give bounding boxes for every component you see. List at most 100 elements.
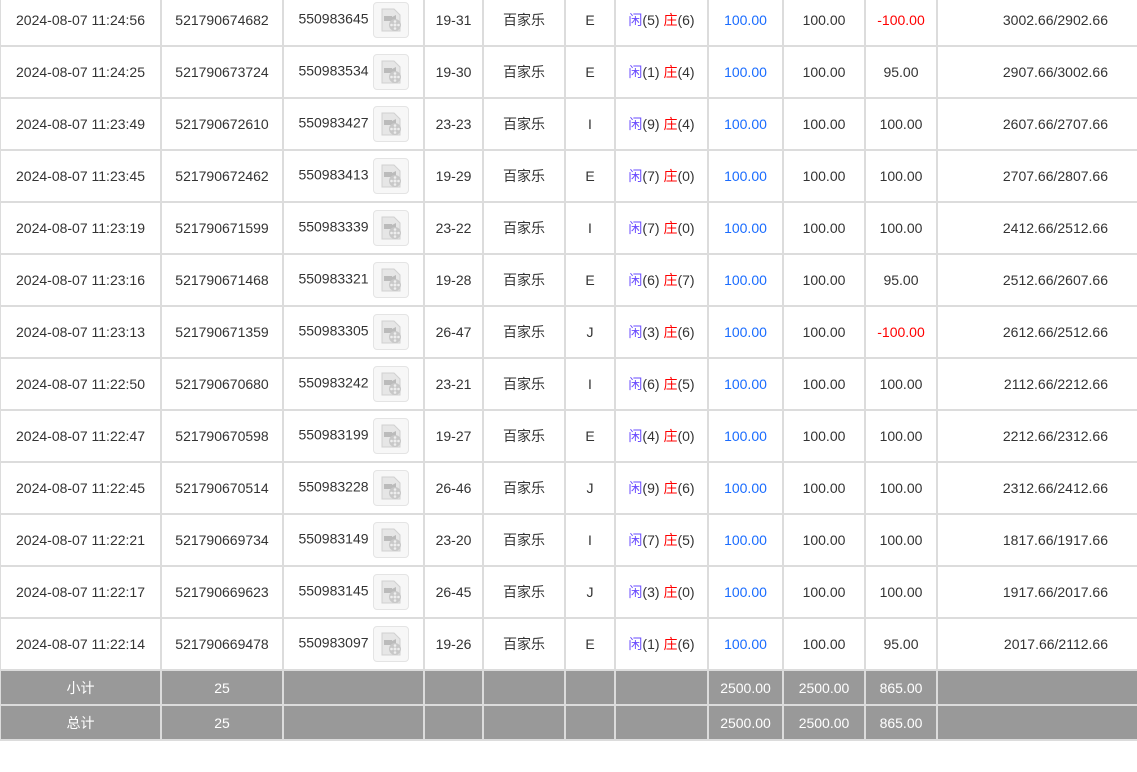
game-name: 百家乐 bbox=[482, 305, 566, 359]
valid-amount: 100.00 bbox=[782, 253, 866, 307]
player-label: 闲 bbox=[628, 64, 643, 80]
order-id: 521790671599 bbox=[160, 201, 284, 255]
bet-code: E bbox=[564, 149, 616, 203]
game-name: 百家乐 bbox=[482, 45, 566, 99]
video-file-icon[interactable] bbox=[372, 210, 409, 246]
video-file-icon[interactable] bbox=[372, 106, 409, 142]
player-label: 闲 bbox=[628, 584, 643, 600]
valid-amount: 100.00 bbox=[782, 513, 866, 567]
video-file-icon[interactable] bbox=[372, 574, 409, 610]
player-label: 闲 bbox=[628, 428, 643, 444]
subtotal-row: 小计 25 2500.00 2500.00 865.00 bbox=[0, 669, 1137, 706]
video-file-icon[interactable] bbox=[372, 470, 409, 506]
order-id: 521790671359 bbox=[160, 305, 284, 359]
round-id: 550983305 bbox=[298, 322, 369, 339]
result-cell: 闲(6) 庄(7) bbox=[614, 253, 709, 307]
balance: 2112.66/2212.66 bbox=[936, 357, 1137, 411]
result-cell: 闲(3) 庄(0) bbox=[614, 565, 709, 619]
video-file-icon[interactable] bbox=[372, 366, 409, 402]
order-id: 521790669623 bbox=[160, 565, 284, 619]
subtotal-valid: 2500.00 bbox=[782, 669, 866, 706]
round-cell: 550983413 bbox=[282, 149, 425, 203]
bet-time: 2024-08-07 11:23:19 bbox=[0, 201, 162, 255]
video-file-icon[interactable] bbox=[372, 54, 409, 90]
banker-label: 庄 bbox=[663, 480, 678, 496]
banker-points: (4) bbox=[677, 116, 695, 132]
valid-amount: 100.00 bbox=[782, 97, 866, 151]
subtotal-win: 865.00 bbox=[864, 669, 938, 706]
win-amount: 100.00 bbox=[864, 565, 938, 619]
bet-amount: 100.00 bbox=[707, 357, 784, 411]
banker-label: 庄 bbox=[663, 324, 678, 340]
balance: 2312.66/2412.66 bbox=[936, 461, 1137, 515]
bet-time: 2024-08-07 11:22:17 bbox=[0, 565, 162, 619]
bet-code: I bbox=[564, 513, 616, 567]
game-name: 百家乐 bbox=[482, 357, 566, 411]
video-file-icon[interactable] bbox=[372, 2, 409, 38]
table-row: 2024-08-07 11:22:14 521790669478 5509830… bbox=[0, 617, 1137, 671]
player-label: 闲 bbox=[628, 168, 643, 184]
banker-points: (7) bbox=[677, 272, 695, 288]
total-amount: 2500.00 bbox=[707, 704, 784, 741]
result-cell: 闲(4) 庄(0) bbox=[614, 409, 709, 463]
table-row: 2024-08-07 11:22:21 521790669734 5509831… bbox=[0, 513, 1137, 567]
video-file-icon[interactable] bbox=[372, 158, 409, 194]
video-file-icon[interactable] bbox=[372, 418, 409, 454]
table-row: 2024-08-07 11:23:16 521790671468 5509833… bbox=[0, 253, 1137, 307]
video-file-icon[interactable] bbox=[372, 626, 409, 662]
banker-label: 庄 bbox=[663, 272, 678, 288]
round-id: 550983145 bbox=[298, 582, 369, 599]
banker-points: (0) bbox=[677, 428, 695, 444]
round-id: 550983149 bbox=[298, 530, 369, 547]
order-id: 521790672462 bbox=[160, 149, 284, 203]
win-amount: 100.00 bbox=[864, 357, 938, 411]
table-row: 2024-08-07 11:22:47 521790670598 5509831… bbox=[0, 409, 1137, 463]
round-id: 550983097 bbox=[298, 634, 369, 651]
bet-amount: 100.00 bbox=[707, 513, 784, 567]
result-cell: 闲(9) 庄(6) bbox=[614, 461, 709, 515]
video-file-icon[interactable] bbox=[372, 314, 409, 350]
table-row: 2024-08-07 11:22:17 521790669623 5509831… bbox=[0, 565, 1137, 619]
table-id: 19-26 bbox=[423, 617, 484, 671]
bet-amount: 100.00 bbox=[707, 97, 784, 151]
round-cell: 550983339 bbox=[282, 201, 425, 255]
bet-amount: 100.00 bbox=[707, 201, 784, 255]
table-id: 19-27 bbox=[423, 409, 484, 463]
player-points: (6) bbox=[642, 272, 660, 288]
video-file-icon[interactable] bbox=[372, 262, 409, 298]
order-id: 521790670598 bbox=[160, 409, 284, 463]
win-amount: 100.00 bbox=[864, 461, 938, 515]
win-amount: 100.00 bbox=[864, 513, 938, 567]
balance: 2512.66/2607.66 bbox=[936, 253, 1137, 307]
bet-amount: 100.00 bbox=[707, 305, 784, 359]
round-cell: 550983097 bbox=[282, 617, 425, 671]
bet-time: 2024-08-07 11:22:45 bbox=[0, 461, 162, 515]
order-id: 521790669734 bbox=[160, 513, 284, 567]
bet-amount: 100.00 bbox=[707, 253, 784, 307]
bet-amount: 100.00 bbox=[707, 565, 784, 619]
player-points: (1) bbox=[642, 636, 660, 652]
bet-code: E bbox=[564, 0, 616, 47]
game-name: 百家乐 bbox=[482, 461, 566, 515]
table-id: 26-46 bbox=[423, 461, 484, 515]
round-id: 550983427 bbox=[298, 114, 369, 131]
player-label: 闲 bbox=[628, 220, 643, 236]
player-label: 闲 bbox=[628, 376, 643, 392]
banker-points: (6) bbox=[677, 636, 695, 652]
banker-label: 庄 bbox=[663, 220, 678, 236]
round-cell: 550983534 bbox=[282, 45, 425, 99]
balance: 1917.66/2017.66 bbox=[936, 565, 1137, 619]
table-row: 2024-08-07 11:24:56 521790674682 5509836… bbox=[0, 0, 1137, 47]
player-label: 闲 bbox=[628, 480, 643, 496]
banker-label: 庄 bbox=[663, 116, 678, 132]
bet-time: 2024-08-07 11:22:47 bbox=[0, 409, 162, 463]
game-name: 百家乐 bbox=[482, 513, 566, 567]
total-valid: 2500.00 bbox=[782, 704, 866, 741]
bet-amount: 100.00 bbox=[707, 461, 784, 515]
player-points: (3) bbox=[642, 324, 660, 340]
banker-points: (4) bbox=[677, 64, 695, 80]
order-id: 521790670514 bbox=[160, 461, 284, 515]
round-id: 550983228 bbox=[298, 478, 369, 495]
video-file-icon[interactable] bbox=[372, 522, 409, 558]
table-id: 26-47 bbox=[423, 305, 484, 359]
